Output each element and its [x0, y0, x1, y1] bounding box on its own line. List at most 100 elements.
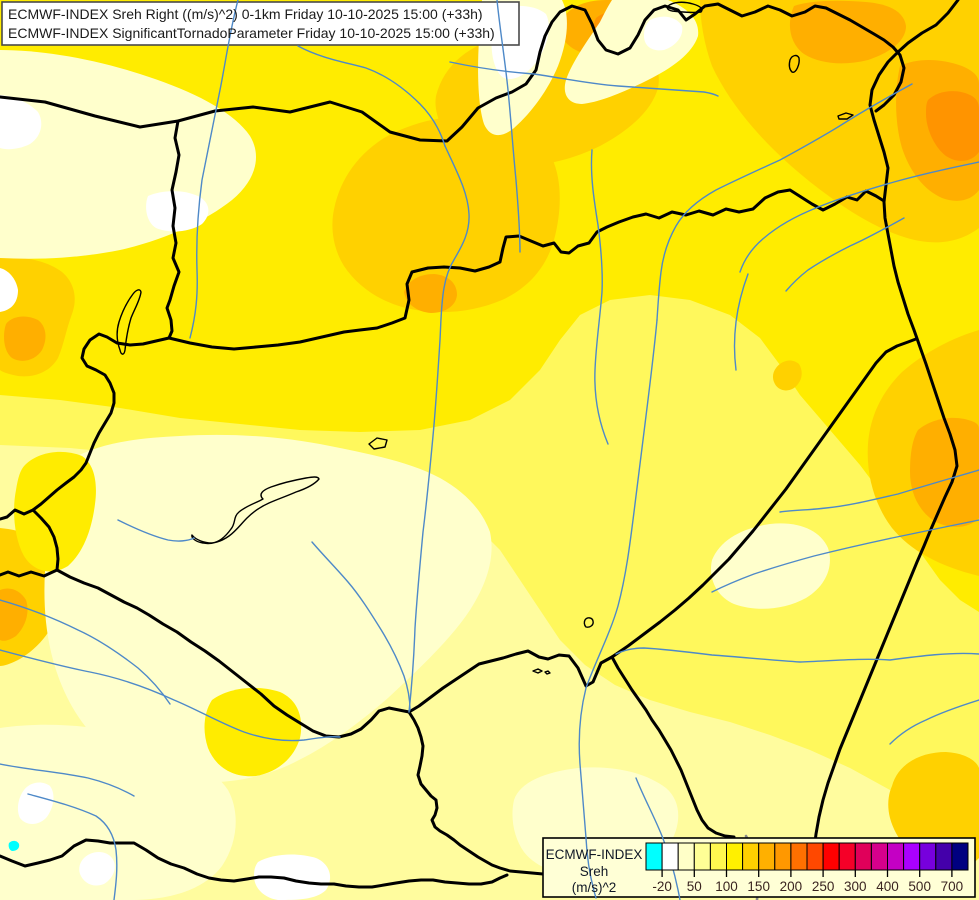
- colorbar-cell: [645, 842, 663, 871]
- colorbar-tick-label: 300: [844, 879, 867, 894]
- river-zala: [117, 519, 195, 542]
- colorbar-cell: [693, 842, 711, 871]
- river-koros-2: [779, 469, 979, 513]
- title-line-1: ECMWF-INDEX Sreh Right ((m/s)^2) 0-1km F…: [8, 6, 483, 22]
- colorbar-cell: [661, 842, 679, 871]
- colorbar-cell: [742, 842, 760, 871]
- colorbar-cell: [790, 842, 808, 871]
- river-bodrog: [785, 217, 905, 292]
- colorbar-cell: [951, 842, 969, 871]
- fill-white-left-edge: [0, 268, 18, 312]
- fill-orange-right: [910, 417, 979, 527]
- river-koros-1: [711, 519, 979, 593]
- lake-small-ne2: [837, 112, 854, 120]
- border-austria-hungary-south: [31, 508, 60, 572]
- lake-neusiedl: [116, 289, 142, 355]
- river-mura: [0, 599, 171, 705]
- lake-small-1: [583, 617, 594, 628]
- colorbar-cell: [838, 842, 856, 871]
- border-danube-meander: [407, 710, 545, 876]
- title-box: ECMWF-INDEX Sreh Right ((m/s)^2) 0-1km F…: [8, 6, 495, 41]
- fill-orange-ne1: [789, 0, 906, 64]
- river-danube: [408, 145, 470, 713]
- title-box-bg: [1, 1, 520, 46]
- colorbar-cell: [774, 842, 792, 871]
- lake-small-ne1: [788, 54, 800, 73]
- colorbar: -20 50 100 150 200 250 300 400 500 700: [645, 842, 969, 894]
- river-maros: [615, 647, 979, 663]
- colorbar-tick-label: -20: [652, 879, 672, 894]
- river-morava: [189, 0, 239, 339]
- colorbar-cell: [806, 842, 824, 871]
- fill-deep-orange-ne: [926, 91, 979, 161]
- river-sio: [311, 541, 411, 711]
- colorbar-cell: [887, 842, 905, 871]
- colorbar-tick-label: 200: [780, 879, 803, 894]
- river-szamos: [739, 161, 979, 273]
- fill-white-nw1: [0, 95, 42, 150]
- colorbar-tick-label: 250: [812, 879, 835, 894]
- fill-white-bl1: [17, 782, 54, 824]
- colorbar-cell: [935, 842, 953, 871]
- fill-yellow-island-west: [14, 451, 96, 572]
- fill-yellow-island-south: [204, 687, 302, 777]
- fill-orange-slovakia-core: [404, 274, 457, 313]
- fill-cream-central: [44, 434, 492, 783]
- border-austria-slovenia: [0, 568, 59, 578]
- border-hungary-romania: [610, 337, 918, 659]
- colorbar-cell: [709, 842, 728, 871]
- legend-title: ECMWF-INDEX: [546, 847, 643, 862]
- colorbar-tick-label: 150: [747, 879, 770, 894]
- colorbar-cell: [854, 842, 872, 871]
- fill-gold-spot-mid: [772, 360, 802, 391]
- fill-white-bl2: [79, 852, 115, 886]
- colorbar-tick-label: 400: [876, 879, 899, 894]
- legend: ECMWF-INDEX Sreh (m/s)^2 -20 50 100 150 200 2…: [546, 842, 969, 895]
- lake-small-2: [532, 668, 543, 674]
- colorbar-cell: [870, 842, 889, 871]
- border-bottom: [0, 838, 509, 889]
- title-line-2: ECMWF-INDEX SignificantTornadoParameter …: [8, 25, 495, 41]
- border-north-chain: [0, 2, 906, 143]
- border-croatia-serbia: [610, 655, 736, 839]
- colorbar-cell: [677, 842, 695, 871]
- colorbar-tick-label: 50: [687, 879, 702, 894]
- river-southwest-2: [0, 763, 135, 797]
- border-hungary-slovakia: [167, 188, 886, 351]
- border-morava: [165, 119, 181, 340]
- border-austria-hungary: [0, 332, 171, 521]
- river-mid-right: [733, 273, 749, 371]
- river-danube-nw: [297, 45, 446, 147]
- lake-balaton: [191, 476, 320, 545]
- river-right-low: [889, 699, 979, 745]
- fill-white-bl3: [254, 854, 331, 900]
- fill-white-nw2: [146, 191, 209, 232]
- river-tisza: [578, 319, 658, 899]
- lake-small-3: [544, 670, 551, 675]
- colorbar-cell: [903, 842, 921, 871]
- river-vah-south: [496, 0, 521, 253]
- legend-unit: (m/s)^2: [572, 880, 617, 895]
- lake-small-top: [666, 1, 703, 14]
- river-zagyva: [590, 149, 609, 445]
- river-southeast: [635, 777, 681, 900]
- colorbar-cell: [758, 842, 776, 871]
- colorbar-cell: [822, 842, 840, 871]
- river-drava: [0, 649, 341, 742]
- lakes-layer: [116, 1, 854, 675]
- fill-cyan-speck: [8, 840, 20, 851]
- colorbar-cell: [919, 842, 937, 871]
- fill-gold-northeast: [700, 0, 979, 243]
- legend-param: Sreh: [580, 864, 609, 879]
- colorbar-tick-label: 500: [908, 879, 931, 894]
- fill-orange-left-spot: [4, 316, 46, 361]
- colorbar-tick-label: 700: [941, 879, 964, 894]
- colorbar-cell: [726, 842, 744, 871]
- colorbar-tick-label: 100: [715, 879, 738, 894]
- lake-velence: [368, 437, 388, 450]
